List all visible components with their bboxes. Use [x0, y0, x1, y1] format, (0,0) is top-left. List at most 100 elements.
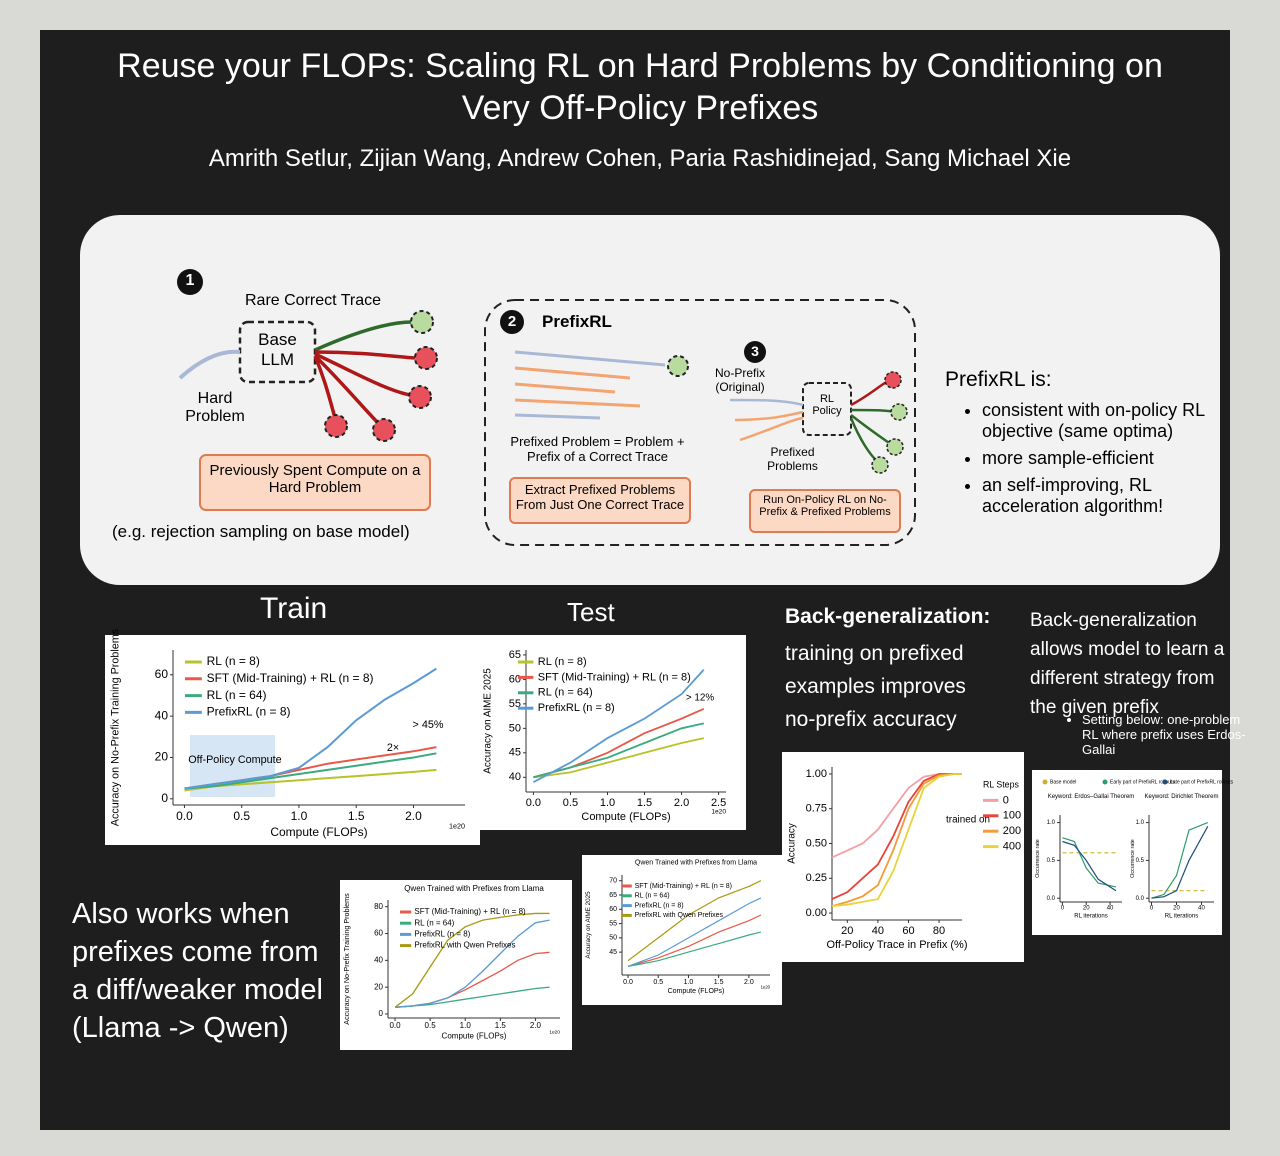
summary-item: more sample-efficient — [982, 448, 1237, 469]
series-line — [394, 912, 550, 1008]
policy-label: RL Policy — [812, 393, 842, 417]
note: (e.g. rejection sampling on base model) — [112, 522, 410, 541]
y-tick-label: 20 — [374, 982, 383, 991]
legend-label: PrefixRL with Qwen Prefixes — [414, 941, 515, 950]
step-number: 1 — [185, 272, 195, 289]
section-title: Test — [567, 597, 615, 627]
legend-swatch — [1102, 779, 1108, 785]
series-line — [1151, 826, 1209, 899]
x-tick-label: 1.0 — [684, 979, 694, 986]
legend-label: 100 — [1003, 810, 1021, 822]
x-tick-label: 1.5 — [637, 797, 652, 809]
axis-exponent: 1e20 — [549, 1030, 560, 1036]
section-text: Back-generalization allows model to lear… — [1030, 610, 1225, 718]
series-line — [1151, 822, 1209, 899]
y-tick-label: 0.00 — [806, 907, 827, 919]
y-tick-label: 0 — [161, 791, 168, 805]
series-line — [184, 667, 437, 790]
annotation: trained on — [946, 815, 990, 826]
y-tick-label: 0 — [379, 1009, 384, 1018]
x-tick-label: 1.0 — [291, 809, 308, 823]
legend-title: RL Steps — [983, 779, 1019, 789]
policy-nodes — [871, 371, 908, 474]
y-tick-label: 60 — [609, 906, 617, 913]
chart-title: Qwen Trained with Prefixes from Llama — [635, 860, 757, 867]
annotation: > 45% — [413, 719, 444, 731]
x-tick-label: 40 — [1107, 906, 1114, 912]
step-number: 3 — [751, 343, 759, 359]
callout-text: Previously Spent Compute on a Hard Probl… — [209, 462, 421, 496]
legend-label: PrefixRL (n = 8) — [207, 705, 291, 719]
outcome-nodes — [324, 310, 438, 442]
chart-panel — [582, 855, 782, 1005]
legend-label: SFT (Mid-Training) + RL (n = 8) — [414, 907, 526, 916]
x-tick-label: 0.0 — [389, 1021, 401, 1030]
x-tick-label: 0.0 — [623, 979, 633, 986]
step-badge — [177, 269, 203, 295]
y-tick-label: 0.0 — [1047, 896, 1056, 902]
step-badge — [500, 310, 524, 334]
method-title: PrefixRL — [542, 312, 612, 331]
legend-swatch — [1042, 779, 1048, 785]
y-tick-label: 55 — [509, 698, 521, 710]
y-tick-label: 0.50 — [806, 837, 827, 849]
legend-label: RL (n = 8) — [538, 656, 587, 668]
callout-box — [509, 477, 691, 524]
x-axis-label: Compute (FLOPs) — [442, 1032, 507, 1041]
y-axis-label: Accuracy — [787, 823, 798, 864]
chart-panel — [782, 752, 1024, 962]
legend-label: SFT (Mid-Training) + RL (n = 8) — [538, 671, 691, 683]
annotation: > 12% — [686, 693, 714, 704]
x-axis-label: RL iterations — [1165, 913, 1198, 919]
x-tick-label: 20 — [1173, 906, 1180, 912]
y-tick-label: 40 — [374, 955, 383, 964]
y-tick-label: 0.75 — [806, 803, 827, 815]
y-axis-label: Accuracy on AIME 2025 — [585, 891, 592, 959]
section-text: Also works when prefixes come from a dif… — [72, 898, 323, 1044]
x-tick-label: 20 — [1083, 906, 1090, 912]
bullet: Setting below: one-problem RL where pref… — [1082, 712, 1247, 757]
x-tick-label: 1.5 — [714, 979, 724, 986]
y-tick-label: 65 — [509, 649, 521, 661]
summary-item: consistent with on-policy RL objective (… — [982, 400, 1237, 442]
y-tick-label: 60 — [155, 667, 169, 681]
x-tick-label: 0.0 — [526, 797, 541, 809]
x-tick-label: 0.5 — [233, 809, 250, 823]
legend-label: PrefixRL (n = 8) — [538, 702, 615, 714]
caption: Prefixed Problem = Problem + Prefix of a… — [510, 434, 685, 464]
section-title: Train — [260, 592, 328, 625]
trace-arrows — [313, 320, 416, 427]
y-axis-label: Accuracy on No-Prefix Training Problems — [342, 893, 351, 1025]
y-tick-label: 45 — [509, 747, 521, 759]
y-tick-label: 20 — [155, 750, 169, 764]
section-bullet: Setting below: one-problem RL where pref… — [1060, 712, 1247, 763]
callout-text: Run On-Policy RL on No-Prefix & Prefixed… — [759, 494, 891, 518]
series-line — [1062, 837, 1117, 888]
x-tick-label: 20 — [841, 925, 853, 937]
y-tick-label: 80 — [374, 902, 383, 911]
y-tick-label: 70 — [609, 878, 617, 885]
callout-box — [199, 454, 431, 511]
x-axis-label: Compute (FLOPs) — [668, 988, 725, 995]
y-tick-label: 1.0 — [1136, 820, 1145, 826]
chart-panel — [105, 635, 480, 845]
series-line — [627, 897, 762, 967]
trace-label: Rare Correct Trace — [245, 292, 382, 309]
y-tick-label: 45 — [609, 949, 617, 956]
chart-panel — [478, 635, 746, 830]
legend-label: 200 — [1003, 825, 1021, 837]
legend-label: 400 — [1003, 841, 1021, 853]
y-tick-label: 50 — [609, 935, 617, 942]
series-line — [533, 737, 704, 779]
y-tick-label: 55 — [609, 920, 617, 927]
no-prefix-label: No-Prefix (Original) — [714, 366, 765, 394]
legend-label: PrefixRL (n = 8) — [635, 902, 684, 909]
x-tick-label: 0.5 — [563, 797, 578, 809]
legend-label: RL (n = 64) — [207, 688, 267, 702]
x-tick-label: 1.0 — [600, 797, 615, 809]
series-line — [627, 914, 762, 967]
step-badge — [744, 341, 766, 363]
x-tick-label: 1.5 — [348, 809, 365, 823]
y-axis-label: Occurrence rate — [1130, 839, 1136, 878]
